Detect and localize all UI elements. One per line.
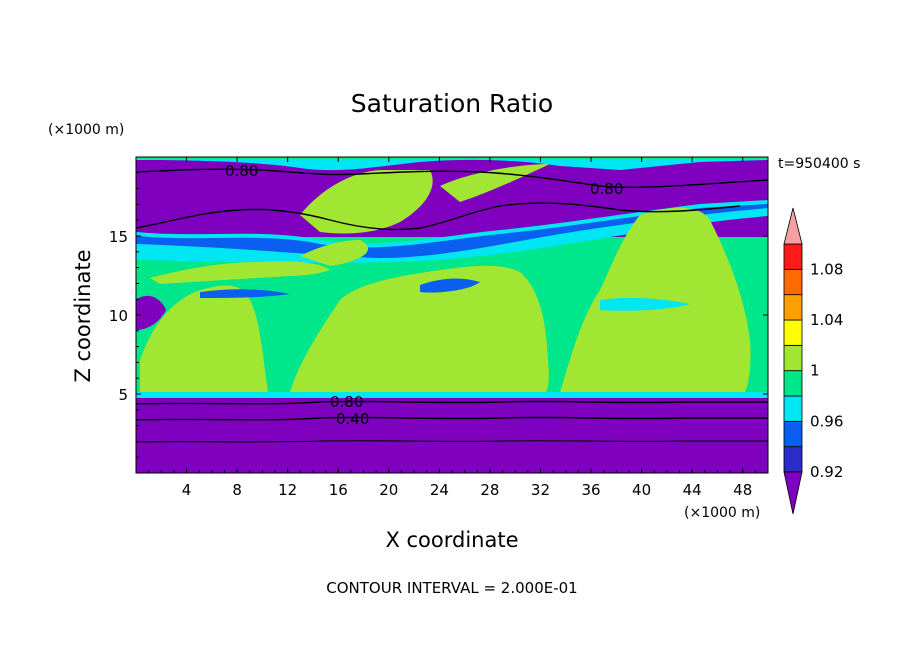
dry-lower-region xyxy=(136,398,768,473)
plot-area xyxy=(136,157,768,473)
upper-cloud-patch-1 xyxy=(300,170,433,234)
contour-labels: 0.80 0.80 0.80 0.40 xyxy=(225,162,623,428)
colorbar-swatch xyxy=(783,344,803,372)
colorbar-label: 1 xyxy=(810,362,820,380)
contour-line-lower-0.80 xyxy=(136,400,768,405)
x-tick-label: 20 xyxy=(379,481,398,499)
colorbar-swatch xyxy=(783,370,803,397)
colorbar-label: 0.96 xyxy=(810,412,843,430)
x-axis: 4 8 12 16 20 24 28 32 36 40 44 48 xyxy=(148,157,756,499)
colorbar-swatch xyxy=(783,446,803,473)
colorbar: 1.08 1.04 1 0.96 0.92 xyxy=(783,207,843,515)
contour-interval-note: CONTOUR INTERVAL = 2.000E-01 xyxy=(326,579,577,597)
contour-line-0.40 xyxy=(136,416,768,421)
filament-4 xyxy=(200,289,290,298)
x-tick-label: 28 xyxy=(480,481,499,499)
x-tick-label: 36 xyxy=(581,481,600,499)
x-axis-title: X coordinate xyxy=(385,528,518,552)
colorbar-swatch xyxy=(783,268,803,296)
cloud-body-1 xyxy=(140,285,268,392)
x-tick-label: 4 xyxy=(182,481,192,499)
colorbar-swatch xyxy=(783,243,803,270)
cloud-base-cyan xyxy=(136,392,768,398)
y-tick-label: 5 xyxy=(118,386,128,404)
x-tick-label: 16 xyxy=(329,481,348,499)
chart-title: Saturation Ratio xyxy=(351,89,553,118)
x-tick-label: 24 xyxy=(430,481,449,499)
y-unit-label: (×1000 m) xyxy=(48,122,124,138)
x-tick-label: 12 xyxy=(278,481,297,499)
contour-label: 0.80 xyxy=(225,162,258,180)
x-tick-label: 32 xyxy=(531,481,550,499)
colorbar-swatch xyxy=(783,294,803,321)
y-axis: 5 10 15 xyxy=(109,172,768,458)
y-axis-title: Z coordinate xyxy=(71,249,95,382)
colorbar-label: 1.08 xyxy=(810,260,843,278)
cloud-body-3 xyxy=(290,265,549,392)
colorbar-swatch xyxy=(783,395,803,422)
contour-line-upper-0.80 xyxy=(136,168,768,189)
contour-label: 0.80 xyxy=(330,393,363,411)
colorbar-label: 1.04 xyxy=(810,311,843,329)
filament-3 xyxy=(136,295,166,330)
x-tick-label: 44 xyxy=(683,481,702,499)
cloud-body-2 xyxy=(150,261,330,284)
upper-boundary-blue xyxy=(136,204,768,258)
x-tick-label: 48 xyxy=(733,481,752,499)
x-unit-label: (×1000 m) xyxy=(684,505,760,521)
y-tick-label: 10 xyxy=(109,307,128,325)
x-tick-label: 8 xyxy=(232,481,242,499)
contour-line-mid-0.80 xyxy=(136,202,741,231)
cloud-body-5 xyxy=(300,240,369,266)
contour-label: 0.80 xyxy=(590,180,623,198)
top-band-cyan xyxy=(136,157,768,171)
x-tick-label: 40 xyxy=(632,481,651,499)
contour-line-bottom xyxy=(136,440,768,443)
colorbar-swatch xyxy=(783,420,803,448)
filament-2 xyxy=(600,297,690,311)
y-tick-label: 15 xyxy=(109,228,128,246)
colorbar-under-arrow xyxy=(783,471,803,515)
contour-label: 0.40 xyxy=(336,410,369,428)
filament-1 xyxy=(420,278,480,293)
time-label: t=950400 s xyxy=(778,156,860,172)
upper-cloud-patch-2 xyxy=(440,164,550,202)
colorbar-label: 0.92 xyxy=(810,463,843,481)
colorbar-over-arrow xyxy=(783,207,803,245)
colorbar-swatch xyxy=(783,319,803,346)
